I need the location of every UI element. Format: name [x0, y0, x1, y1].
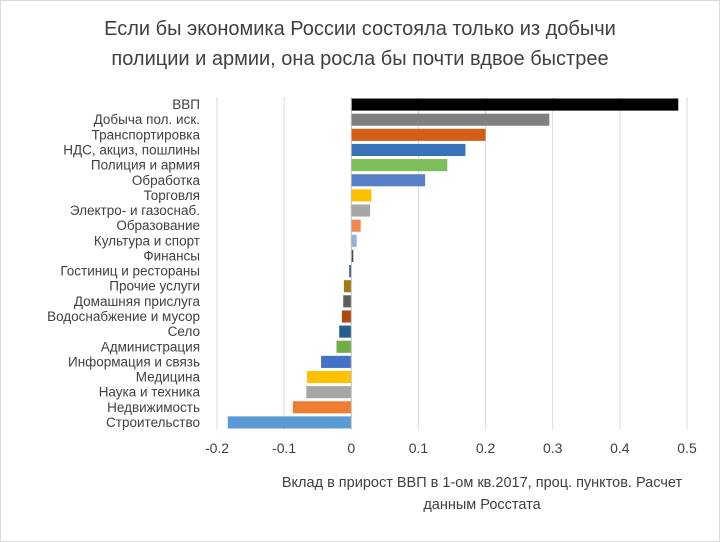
bar: [227, 416, 352, 429]
chart-title-line-2: полиции и армии, она росла бы почти вдво…: [111, 48, 609, 70]
category-label: Обработка: [132, 173, 201, 188]
bar: [351, 159, 448, 172]
category-label: Финансы: [143, 248, 200, 263]
bars: [227, 98, 679, 429]
bar: [341, 310, 352, 323]
bar: [351, 98, 679, 111]
x-tick-label: 0.1: [409, 440, 429, 456]
bar: [343, 280, 352, 293]
bar: [321, 355, 352, 368]
category-label: Администрация: [101, 339, 200, 354]
chart-title: Если бы экономика России состояла только…: [0, 14, 720, 74]
bar: [306, 386, 352, 399]
category-label: Гостиниц и рестораны: [60, 264, 200, 279]
x-axis-label-line-2: данным Росстата: [423, 497, 541, 513]
bar: [351, 128, 486, 141]
bar: [306, 370, 352, 384]
x-tick-label: 0.3: [543, 440, 563, 456]
category-label: Электро- и газоснаб.: [70, 203, 200, 218]
x-tick-label: -0.1: [272, 440, 296, 456]
x-tick-label: 0.5: [677, 440, 697, 456]
bar: [292, 401, 352, 414]
bar: [343, 295, 352, 308]
category-label: Культура и спорт: [94, 233, 200, 248]
bar: [351, 143, 466, 157]
category-label: Строительство: [106, 415, 200, 430]
x-tick-label: 0.4: [610, 440, 630, 456]
x-axis-label-line-1: Вклад в прирост ВВП в 1-ом кв.2017, проц…: [281, 475, 683, 491]
category-label: Торговля: [144, 188, 200, 203]
category-label: НДС, акциз, пошлины: [63, 142, 200, 157]
category-label: Водоснабжение и мусор: [47, 309, 200, 324]
category-label: Село: [168, 324, 200, 339]
category-label: ВВП: [172, 97, 200, 112]
category-label: Добыча пол. иск.: [94, 112, 200, 127]
x-tick-label: -0.2: [205, 440, 229, 456]
category-label: Прочие услуги: [109, 279, 200, 294]
x-axis-label: Вклад в прирост ВВП в 1-ом кв.2017, проц…: [222, 472, 720, 516]
bar: [339, 325, 352, 338]
category-label: Полиция и армия: [91, 158, 200, 173]
bar: [351, 174, 426, 187]
bar: [351, 249, 354, 262]
bar: [351, 189, 372, 202]
category-label: Информация и связь: [68, 354, 200, 369]
chart-title-line-1: Если бы экономика России состояла только…: [104, 18, 616, 40]
bar: [351, 204, 371, 217]
x-tick-label: 0.2: [476, 440, 496, 456]
category-label: Недвижимость: [107, 400, 200, 415]
x-tick-labels: -0.2 -0.1 0 0.1 0.2 0.3 0.4 0.5: [205, 440, 697, 456]
bar: [336, 340, 352, 353]
category-label: Домашняя прислуга: [74, 294, 201, 309]
category-label: Транспортировка: [92, 127, 201, 142]
bar: [351, 234, 357, 247]
x-tick-label: 0: [347, 440, 355, 456]
category-label: Образование: [116, 218, 200, 233]
category-label: Медицина: [136, 370, 201, 385]
bar: [351, 219, 361, 232]
bar: [349, 265, 352, 278]
category-label: Наука и техника: [99, 385, 201, 400]
bar: [351, 113, 550, 126]
